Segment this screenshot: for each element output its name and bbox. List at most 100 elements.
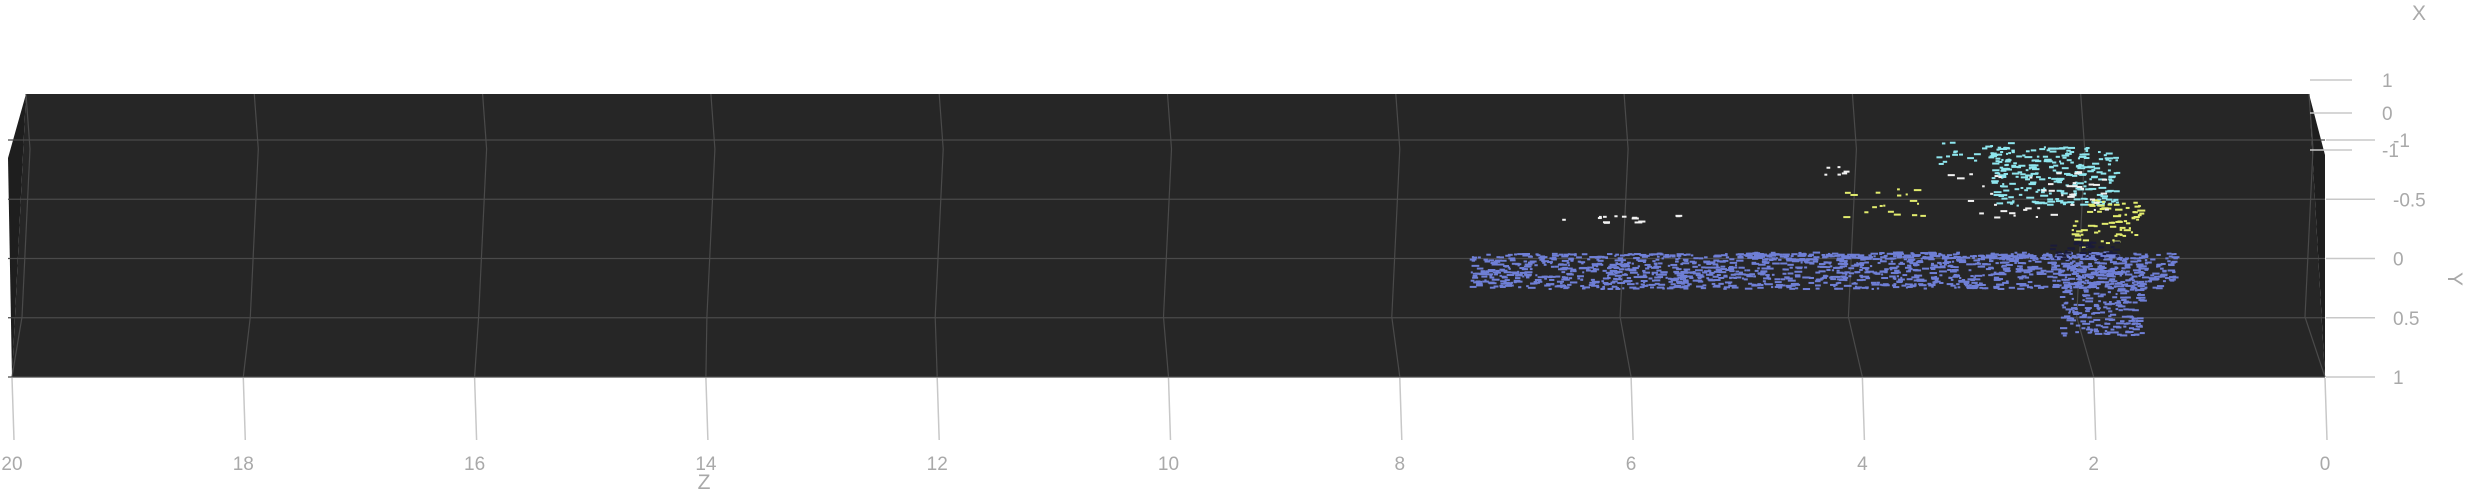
data-point: [1999, 194, 2008, 197]
data-point: [1998, 176, 2002, 179]
data-point: [1605, 256, 1608, 259]
data-point: [1973, 259, 1981, 262]
data-point: [1709, 261, 1716, 264]
data-point: [2008, 286, 2015, 289]
data-point: [1996, 148, 2000, 151]
data-point: [1637, 265, 1640, 268]
data-point: [1648, 283, 1656, 286]
data-point: [1506, 264, 1509, 267]
data-point: [1543, 256, 1548, 259]
data-point: [2027, 266, 2033, 269]
data-point: [2106, 307, 2111, 310]
data-point: [2084, 274, 2089, 277]
data-point: [1990, 192, 1994, 195]
data-point: [1879, 204, 1883, 207]
data-point: [1861, 275, 1870, 278]
data-point: [2075, 331, 2079, 334]
data-point: [1809, 262, 1815, 265]
data-point: [2093, 201, 2100, 204]
data-point: [2080, 187, 2084, 190]
z-grid-line: [474, 93, 488, 378]
data-point: [2050, 244, 2058, 247]
data-point: [2105, 332, 2110, 335]
data-point: [2054, 266, 2058, 269]
data-point: [1879, 251, 1885, 254]
data-point: [2113, 248, 2120, 251]
data-point: [2056, 254, 2063, 257]
data-point: [2108, 175, 2116, 178]
data-point: [1676, 274, 1684, 277]
data-point: [1626, 268, 1631, 271]
data-point: [2108, 315, 2112, 318]
data-point: [2047, 183, 2054, 186]
data-point: [1859, 268, 1863, 271]
z-tick-label: 16: [464, 454, 485, 475]
data-point: [1883, 204, 1886, 207]
data-point: [1567, 283, 1572, 286]
data-point: [1997, 146, 2002, 149]
data-point: [1512, 272, 1519, 275]
data-point: [2104, 285, 2110, 288]
data-point: [2094, 231, 2099, 234]
data-point: [1621, 215, 1627, 218]
data-point: [1930, 267, 1936, 270]
data-point: [1761, 255, 1764, 258]
data-point: [1643, 281, 1646, 284]
data-point: [1989, 257, 1992, 260]
data-point: [2128, 308, 2135, 311]
data-point: [2096, 193, 2104, 196]
data-point: [1826, 269, 1831, 272]
data-point: [1718, 282, 1724, 285]
data-point: [2139, 273, 2145, 276]
data-point: [1962, 260, 1967, 263]
data-point: [1486, 253, 1491, 256]
data-point: [2004, 164, 2008, 167]
data-point: [1989, 260, 1994, 263]
data-point: [2057, 177, 2065, 180]
data-point: [2073, 286, 2079, 289]
data-point: [2073, 190, 2077, 193]
data-point: [1824, 261, 1830, 264]
data-point: [2080, 271, 2086, 274]
data-point: [2098, 281, 2105, 284]
data-point: [2101, 197, 2108, 200]
data-point: [1866, 287, 1869, 290]
data-point: [2025, 207, 2032, 210]
data-point: [2081, 248, 2086, 251]
data-point: [1469, 258, 1477, 261]
data-point: [1596, 262, 1603, 265]
data-point: [2077, 275, 2085, 278]
data-point: [1909, 267, 1913, 270]
data-point: [1732, 266, 1738, 269]
data-point: [2119, 228, 2123, 231]
data-point: [2085, 300, 2094, 303]
data-point: [1989, 155, 1997, 158]
data-point: [2118, 256, 2123, 259]
data-point: [1517, 264, 1520, 267]
data-point: [1576, 256, 1582, 259]
data-point: [1902, 256, 1907, 259]
data-point: [2039, 178, 2046, 181]
z-tick-label: 14: [695, 454, 717, 475]
data-point: [1681, 262, 1690, 265]
data-point: [1650, 253, 1659, 256]
data-point: [1706, 277, 1710, 280]
data-point: [1967, 285, 1970, 288]
data-point: [1811, 254, 1814, 257]
data-point: [1753, 254, 1762, 257]
data-point: [1755, 256, 1764, 259]
data-point: [1657, 252, 1662, 255]
data-point: [1476, 284, 1483, 287]
data-point: [1636, 258, 1639, 261]
data-point: [2010, 202, 2013, 205]
data-point: [1837, 262, 1845, 265]
data-point: [1523, 265, 1532, 268]
data-point: [1851, 264, 1859, 267]
data-point: [1896, 281, 1902, 284]
data-point: [2035, 190, 2039, 193]
data-point: [2107, 269, 2116, 272]
data-point: [2030, 255, 2034, 258]
data-point: [2003, 268, 2010, 271]
data-point: [1944, 257, 1953, 260]
data-point: [1757, 267, 1760, 270]
